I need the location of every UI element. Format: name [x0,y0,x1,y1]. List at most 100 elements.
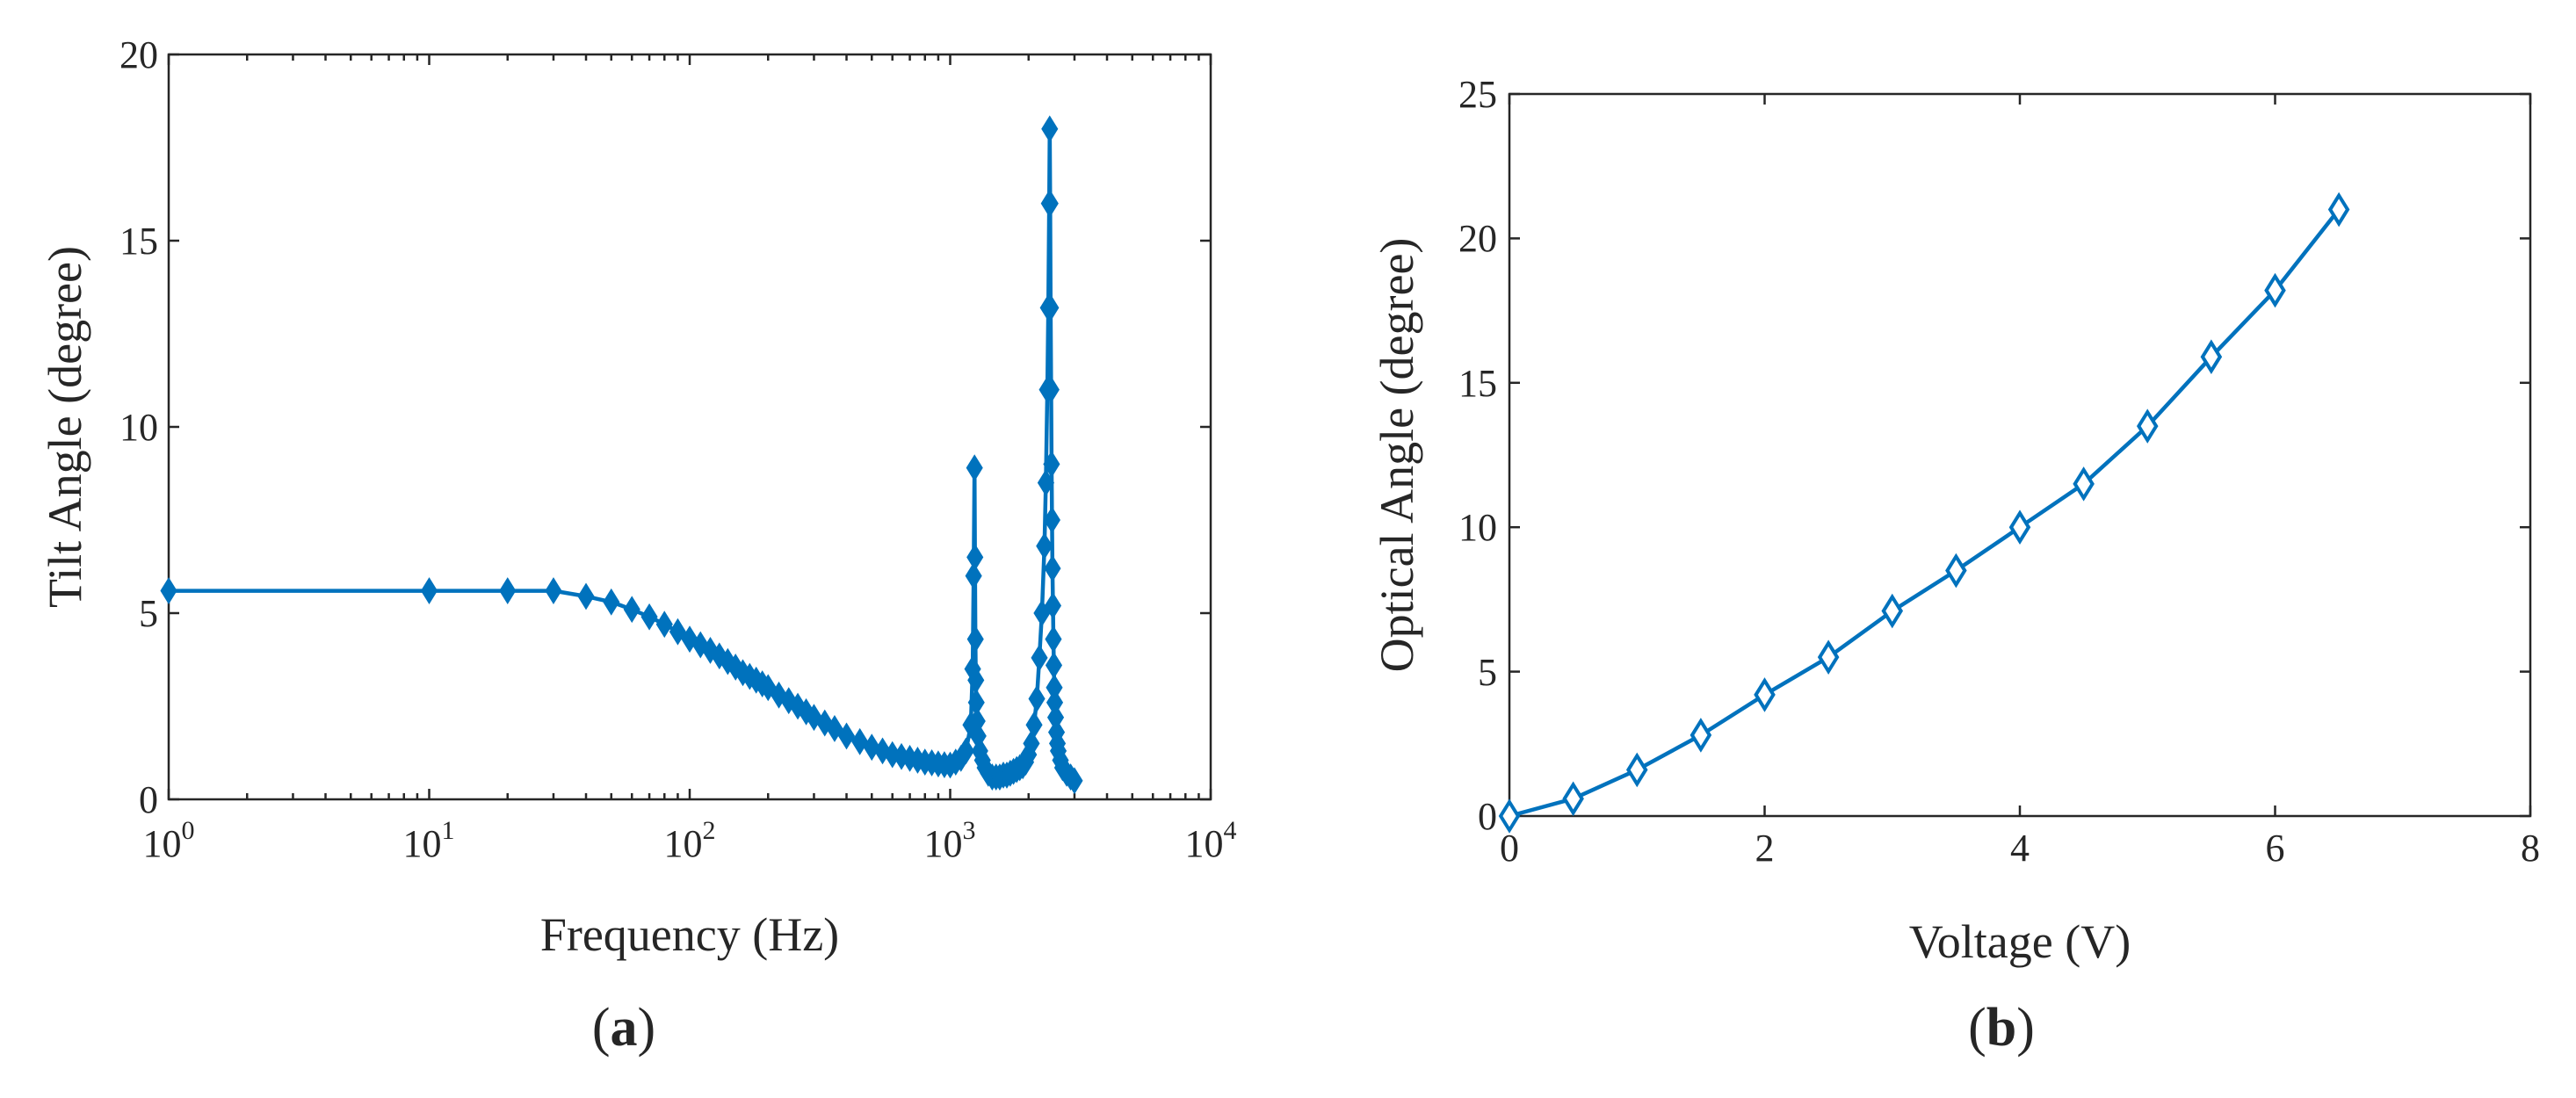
panel-b-ticks [1508,92,2532,818]
panel-a-data-point [1042,376,1060,404]
panel-a-label-letter: a [611,998,638,1058]
panel-a-x-tick-exponent: 1 [442,816,455,845]
panel-b-y-tick-labels: 0 5 10 15 20 25 [1458,73,1497,838]
panel-a-data-point [160,577,177,604]
panel-a-data-point [655,610,673,639]
panel-a-data-point [826,715,843,742]
panel-a-data-point [966,625,984,654]
panel-a-data-point [1044,554,1061,582]
panel-a-data-point [863,733,880,762]
panel-a-data-point [577,582,595,610]
panel-a-x-axis-title: Frequency (Hz) [540,908,839,961]
panel-a-series-line [169,126,1076,783]
panel-a-x-tick-label: 104 [1185,816,1237,865]
panel-a-data-point [1028,685,1046,712]
panel-a-data-point [1043,506,1060,534]
panel-a-data-point [851,727,869,755]
panel-b-x-tick-label: 0 [1500,827,1519,870]
panel-b-x-tick-label: 8 [2521,827,2540,870]
panel-a-data-point [719,647,736,675]
panel-b-x-tick-label: 2 [1755,827,1775,870]
panel-a-y-tick-label: 5 [139,592,158,635]
panel-a-data-point [1043,450,1060,478]
panel-b-data-point [1690,718,1712,753]
panel-a-data-point [1041,190,1059,218]
panel-a-x-tick-exponent: 3 [963,816,976,845]
panel-a-data-point [1023,729,1040,757]
panel-a-x-tick-base: 10 [143,822,182,865]
panel-b-data-point [2008,509,2031,545]
panel-a-x-tick-base: 10 [664,822,703,865]
panel-a-data-point [873,737,892,765]
panel-b-label-open-paren: ( [1968,998,1986,1058]
panel-a-data-point [640,603,658,631]
panel-a-data-point [603,588,620,616]
panel-b-series-line [1509,208,2341,819]
panel-a-y-tick-label: 0 [139,778,158,821]
panel-a-data-point [965,562,982,590]
panel-b-x-tick-label: 6 [2266,827,2285,870]
panel-a-y-tick-label: 10 [119,406,158,449]
panel-b-series [1498,191,2350,834]
panel-a-x-tick-base: 10 [924,822,963,865]
panel-b-y-tick-label: 5 [1478,651,1497,694]
panel-b-data-point [1754,677,1776,712]
panel-b-data-point [1498,798,1521,834]
panel-a-y-tick-label: 15 [119,220,158,263]
panel-a-data-point [545,577,562,604]
panel-b-y-tick-label: 15 [1458,362,1497,405]
panel-a-data-point [420,577,438,604]
panel-a-data-point [1044,592,1062,619]
panel-a-x-tick-base: 10 [403,822,442,865]
panel-b-y-tick-label: 0 [1478,795,1497,838]
panel-a-data-point [966,543,984,571]
panel-a-data-point [1041,115,1059,143]
panel-a-data-point [789,692,807,720]
panel-a-data-point [1036,532,1053,560]
panel-a-y-tick-label: 20 [119,33,158,76]
panel-a-x-tick-label: 100 [143,816,195,865]
panel-a-y-tick-labels: 0 5 10 15 20 [119,33,158,821]
panel-b-chart: 0 5 10 15 20 25 0 2 4 6 8 Voltage (V) Op… [1371,73,2540,1058]
panel-b-data-point [2073,466,2095,502]
panel-b-y-axis-title: Optical Angle (degree) [1371,238,1423,673]
panel-a-x-tick-base: 10 [1185,822,1224,865]
panel-b-data-point [1945,553,1967,589]
panel-b-data-point [1817,639,1840,675]
panel-b-data-point [1625,752,1648,788]
panel-b-data-point [2200,339,2223,375]
panel-a-x-tick-label: 101 [403,816,455,865]
panel-b-axes-box [1508,92,2532,818]
panel-a-x-tick-exponent: 4 [1224,816,1237,845]
panel-b-x-tick-label: 4 [2010,827,2030,870]
panel-a-series [160,115,1083,795]
panel-a-data-point [623,596,640,624]
panel-a-ticks [167,53,1212,801]
panel-b-label-letter: b [1986,998,2016,1058]
panel-a-chart: 0 5 10 15 20 100 101 102 103 104 Frequen… [39,33,1237,1058]
panel-a-label-open-paren: ( [592,998,611,1058]
panel-b-y-tick-label: 20 [1458,217,1497,260]
panel-a-label: (a) [592,998,655,1058]
panel-a-data-point [837,722,856,750]
panel-a-y-axis-title: Tilt Angle (degree) [39,246,91,608]
panel-b-y-tick-label: 10 [1458,506,1497,549]
panel-a-data-point [701,636,720,664]
panel-a-data-point [669,618,686,646]
panel-b-x-tick-labels: 0 2 4 6 8 [1500,827,2540,870]
panel-b-label: (b) [1968,998,2035,1058]
panel-a-x-tick-exponent: 2 [703,816,716,845]
panel-a-x-tick-labels: 100 101 102 103 104 [143,816,1237,865]
panel-a-data-point [1045,625,1062,654]
panel-a-data-point [1031,644,1048,672]
panel-b-data-point [2136,408,2159,444]
panel-b-label-close-paren: ) [2016,998,2035,1058]
panel-b-y-tick-label: 25 [1458,73,1497,116]
panel-a-x-tick-label: 102 [664,816,716,865]
panel-a-data-point [499,577,517,604]
panel-a-data-point [1045,651,1063,679]
panel-b-x-axis-title: Voltage (V) [1909,915,2131,968]
panel-a-data-point [966,454,983,482]
panel-b-data-point [1562,781,1584,817]
panel-a-data-point [1025,711,1043,739]
